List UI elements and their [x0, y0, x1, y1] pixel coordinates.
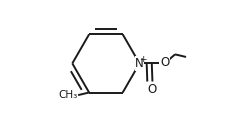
Text: +: +	[139, 55, 147, 64]
Text: CH₃: CH₃	[58, 90, 77, 100]
Text: O: O	[160, 56, 169, 69]
Text: N: N	[135, 57, 144, 70]
Text: O: O	[148, 83, 157, 96]
